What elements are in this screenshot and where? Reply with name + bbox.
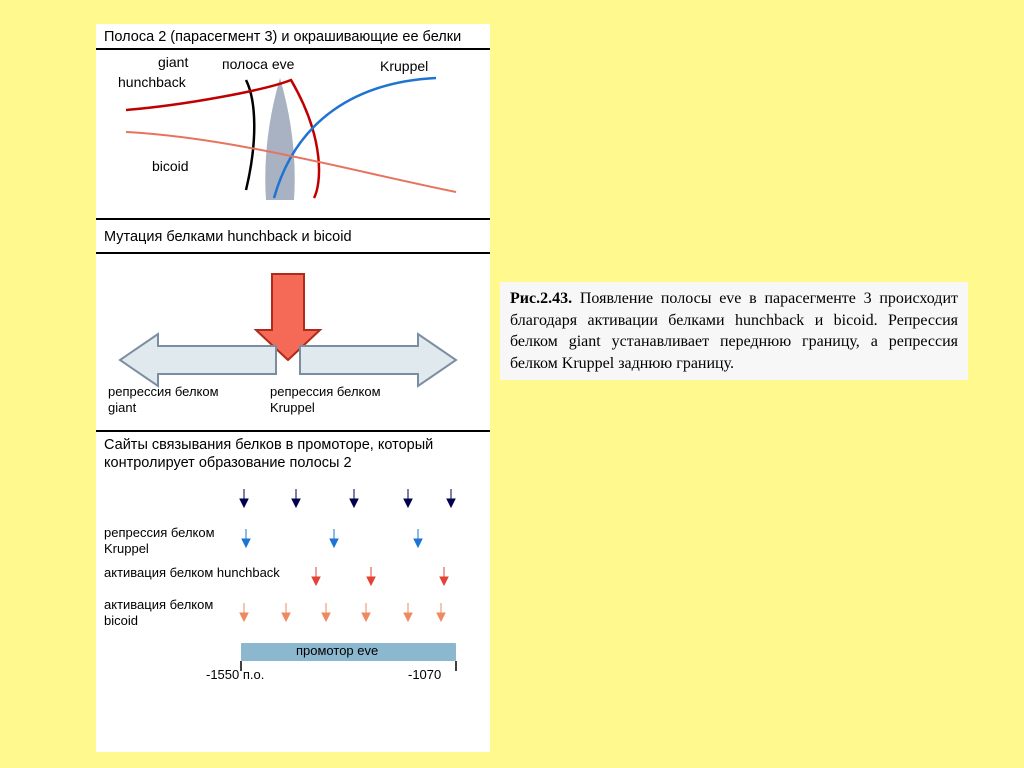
label-bicoid: bicoid (152, 158, 189, 174)
figure-caption-text: Появление полосы eve в парасегменте 3 пр… (510, 290, 958, 372)
row-kruppel-label-2: Kruppel (104, 541, 149, 556)
row-bicoid-label-2: bicoid (104, 613, 138, 628)
tick-label-left: -1550 п.о. (206, 667, 264, 682)
label-polosa-eve: полоса eve (222, 56, 294, 72)
section2-title: Мутация белками hunchback и bicoid (96, 220, 490, 252)
promoter-label: промотор eve (296, 643, 378, 658)
binding-svg (96, 475, 490, 685)
label-kruppel: Kruppel (380, 58, 428, 74)
label-rep-kruppel-2: Kruppel (270, 400, 315, 415)
row-bicoid-label-1: активация белком (104, 597, 213, 612)
figure-ref: Рис.2.43. (510, 290, 572, 307)
label-giant: giant (158, 54, 188, 70)
label-rep-giant-1: репрессия белком (108, 384, 219, 399)
section3-title: Сайты связывания белков в промоторе, кот… (96, 432, 490, 474)
diagram-panel: Полоса 2 (парасегмент 3) и окрашивающие … (96, 24, 490, 752)
arrow-diagram: репрессия белком giant репрессия белком … (96, 254, 490, 430)
chart-stripe-curves: giant полоса eve Kruppel hunchback bicoi… (96, 50, 490, 218)
row-hunchback-label: активация белком hunchback (104, 565, 280, 580)
label-hunchback: hunchback (118, 74, 186, 90)
binding-sites: репрессия белком Kruppel активация белко… (96, 475, 490, 685)
label-rep-giant-2: giant (108, 400, 136, 415)
row-kruppel-label-1: репрессия белком (104, 525, 215, 540)
section1-title: Полоса 2 (парасегмент 3) и окрашивающие … (96, 24, 490, 48)
label-rep-kruppel-1: репрессия белком (270, 384, 381, 399)
tick-label-right: -1070 (408, 667, 441, 682)
figure-caption: Рис.2.43. Появление полосы eve в парасег… (500, 282, 968, 380)
